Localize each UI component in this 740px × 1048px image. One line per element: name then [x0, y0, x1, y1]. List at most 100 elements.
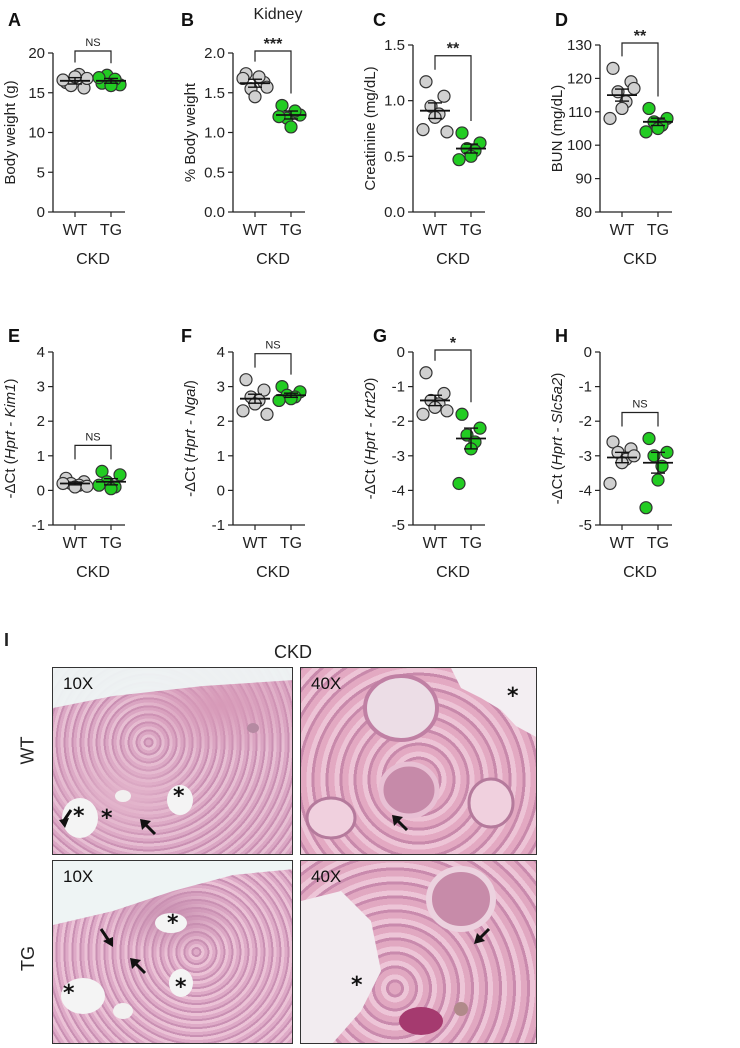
y-axis-label: % Body weight [182, 82, 199, 182]
y-tick-label: -1 [212, 517, 225, 534]
significance-label: NS [85, 37, 100, 49]
lumen-asterisk: * [101, 806, 113, 831]
chart-title: Kidney [254, 6, 303, 23]
x-axis-label: CKD [256, 564, 290, 581]
y-tick-label: 0 [37, 204, 45, 221]
x-tick-label: TG [647, 222, 669, 239]
panel-letter: B [181, 10, 194, 30]
data-point [272, 109, 286, 124]
x-axis-label: CKD [436, 564, 470, 581]
x-tick-label: WT [423, 222, 448, 239]
panel-letter: F [181, 326, 192, 346]
x-axis-label: CKD [623, 251, 657, 268]
data-point [239, 373, 253, 387]
lumen-asterisk: * [351, 973, 363, 998]
y-tick-label: 0.0 [384, 204, 405, 221]
x-axis-label: CKD [623, 564, 657, 581]
data-point [236, 71, 250, 86]
y-tick-label: 2 [37, 413, 45, 430]
arrow-icon [474, 927, 491, 944]
x-tick-label: TG [647, 535, 669, 552]
y-tick-label: 1.0 [204, 125, 225, 142]
lumen-asterisk: * [175, 975, 187, 1000]
y-tick-label: -4 [392, 482, 405, 499]
y-axis-label: -ΔCt (Hprt - Slc5a2) [549, 373, 566, 505]
significance-bracket [434, 55, 472, 121]
panel-letter: H [555, 326, 568, 346]
x-axis-label: CKD [256, 251, 290, 268]
y-axis-label: -ΔCt (Hprt - Ngal) [182, 380, 199, 497]
y-tick-label: 0 [584, 344, 592, 361]
data-point [416, 407, 430, 421]
data-point [603, 476, 617, 491]
y-tick-label: 0 [37, 482, 45, 499]
y-tick-label: 10 [28, 125, 45, 142]
significance-label: ** [634, 28, 647, 45]
panel-c: C 0.0 0.5 1.0 1.5 WT TG CKD Creatinine (mg/dL) ** [362, 10, 487, 268]
y-tick-label: -1 [32, 517, 45, 534]
data-point [606, 61, 620, 75]
lumen-asterisk: * [507, 684, 519, 709]
data-point [452, 153, 466, 167]
y-tick-label: 1.5 [384, 37, 405, 54]
y-axis-label: Body weight (g) [2, 80, 19, 184]
histology-wt-40x: 40X * [300, 667, 537, 855]
data-point [419, 75, 433, 89]
y-tick-label: -1 [392, 379, 405, 396]
y-axis-label: Creatinine (mg/dL) [362, 66, 379, 190]
data-point [113, 468, 127, 482]
data-point [92, 71, 106, 85]
y-axis-label: BUN (mg/dL) [549, 85, 566, 173]
significance-bracket [254, 353, 292, 375]
y-tick-label: 1.5 [204, 85, 225, 102]
y-tick-label: 90 [575, 171, 592, 188]
data-point [260, 407, 274, 421]
panel-g: G -5 -4 -3 -2 -1 0 WT TG CKD -ΔCt (Hprt - Krt20) * [362, 326, 487, 581]
x-tick-label: TG [460, 222, 482, 239]
y-tick-label: 100 [567, 137, 592, 154]
y-tick-label: -1 [579, 379, 592, 396]
data-point [236, 404, 250, 418]
lumen-asterisk: * [173, 784, 185, 809]
y-tick-label: 3 [217, 379, 225, 396]
data-point [95, 464, 109, 478]
histology-tg-40x: 40X * [300, 860, 537, 1044]
data-point [284, 120, 298, 134]
significance-bracket [74, 50, 112, 64]
x-tick-label: WT [63, 222, 88, 239]
arrow-icon [140, 819, 157, 836]
data-point [642, 101, 656, 116]
x-axis-label: CKD [436, 251, 470, 268]
x-tick-label: WT [610, 535, 635, 552]
y-tick-label: 1 [217, 448, 225, 465]
panel-letter: C [373, 10, 386, 30]
panel-f: F -1 0 1 2 3 4 WT TG CKD -ΔCt (Hprt - Ngal) NS [181, 326, 307, 581]
y-tick-label: -4 [579, 482, 592, 499]
data-point [437, 89, 451, 103]
panel-e: E -1 0 1 2 3 4 WT TG CKD -ΔCt (Hprt - Kim1) NS [2, 326, 127, 581]
panel-letter: D [555, 10, 568, 30]
significance-label: ** [447, 41, 460, 58]
y-tick-label: 120 [567, 70, 592, 87]
panel-letter: G [373, 326, 387, 346]
data-point [440, 404, 454, 418]
x-tick-label: TG [100, 222, 122, 239]
y-tick-label: 1 [37, 448, 45, 465]
x-axis-label: CKD [76, 564, 110, 581]
histology-wt-10x: 10X * * * [52, 667, 293, 855]
significance-bracket [621, 42, 659, 97]
y-tick-label: -5 [392, 517, 405, 534]
y-tick-label: 4 [37, 344, 45, 361]
y-tick-label: -5 [579, 517, 592, 534]
data-point [615, 101, 629, 116]
magnification-label: 10X [63, 867, 94, 886]
data-point [642, 431, 656, 446]
y-tick-label: 5 [37, 164, 45, 181]
data-point [603, 111, 617, 126]
panel-letter: A [8, 10, 21, 30]
data-point [272, 393, 286, 408]
histology-title: CKD [274, 642, 313, 662]
significance-label: * [450, 335, 457, 352]
y-tick-label: 20 [28, 45, 45, 62]
x-tick-label: TG [460, 535, 482, 552]
